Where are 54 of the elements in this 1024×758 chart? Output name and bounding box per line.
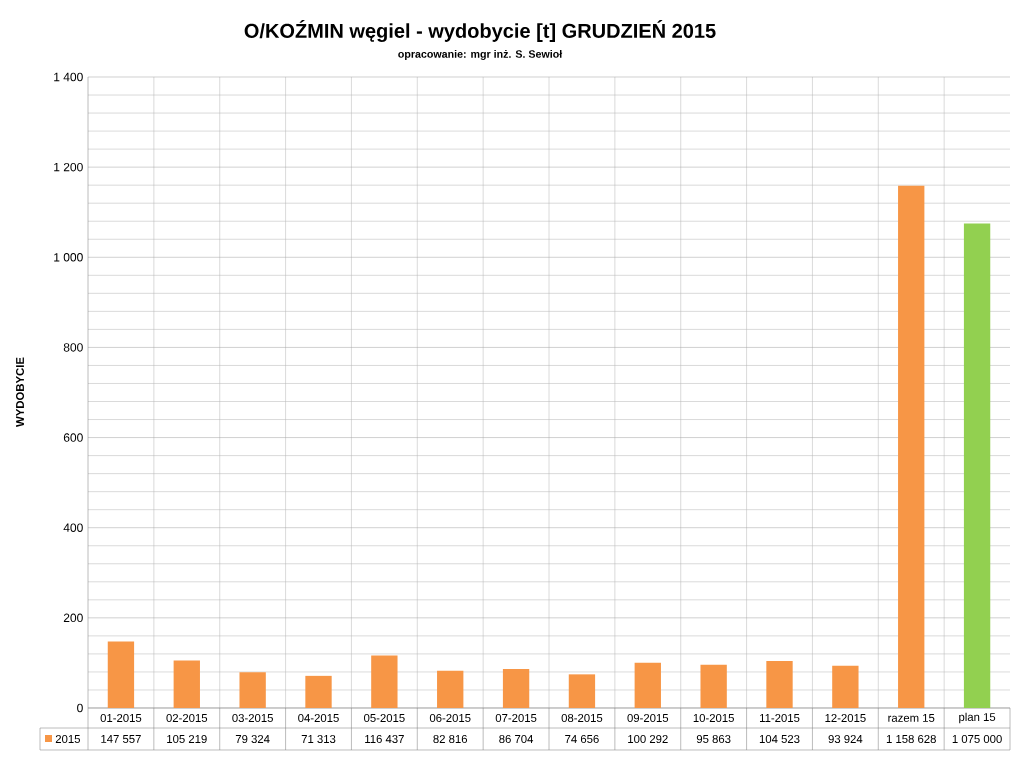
text: 71 313: [301, 735, 336, 744]
bar: [898, 185, 925, 708]
x-tick-label: 08-2015: [561, 714, 603, 723]
text: 116 437: [365, 735, 404, 744]
chart-title: O/KOŹMIN węgiel - wydobycie [t] GRUDZIEŃ 2015: [244, 20, 716, 42]
bar: [173, 660, 200, 708]
text: 1 075 000: [952, 735, 1002, 744]
text: 86 704: [499, 735, 534, 744]
text: 105 219: [167, 735, 207, 744]
y-axis-title: WYDOBYCIE: [16, 357, 25, 427]
text: 104 523: [759, 735, 800, 744]
bar: [832, 665, 859, 708]
y-tick-label: 200: [63, 613, 83, 623]
y-tick-label: 1 000: [54, 253, 83, 262]
x-tick-label: plan 15: [959, 712, 996, 724]
x-tick-label: 04-2015: [298, 714, 339, 723]
x-tick-label: 10-2015: [693, 714, 734, 723]
y-tick-label: 0: [77, 703, 83, 713]
x-tick-label: 12-2015: [825, 714, 866, 723]
text: 100 292: [628, 735, 668, 744]
y-tick-label: 800: [63, 343, 83, 352]
bar: [107, 641, 135, 708]
bar: [239, 672, 266, 708]
bar: [634, 662, 661, 708]
bar: [305, 675, 332, 708]
text: 95 863: [696, 735, 731, 744]
x-tick-label: 09-2015: [627, 714, 669, 723]
text: 82 816: [433, 735, 468, 744]
bar: [963, 223, 991, 708]
y-tick-label: 1 200: [54, 162, 83, 172]
bar: [371, 655, 398, 708]
x-tick-label: 11-2015: [759, 714, 800, 723]
text: 79 324: [235, 735, 270, 744]
x-tick-label: 02-2015: [166, 714, 208, 723]
x-tick-label: 01-2015: [100, 714, 142, 723]
x-tick-label: 05-2015: [364, 714, 405, 723]
bar: [437, 670, 464, 708]
text: 74 656: [565, 735, 599, 744]
y-tick-label: 400: [63, 523, 83, 532]
y-tick-label: 1 400: [54, 72, 83, 82]
text: 93 924: [828, 735, 863, 744]
y-tick-label: 600: [63, 433, 83, 442]
x-tick-label: 07-2015: [495, 714, 537, 723]
bar: [766, 660, 793, 708]
text: 1 158 628: [886, 735, 936, 744]
bar: [700, 664, 727, 708]
text: 147 557: [101, 735, 141, 743]
bar: [568, 674, 596, 708]
chart-subtitle: opracowanie: mgr inż. S. Sewioł: [398, 49, 563, 60]
bar: [502, 668, 530, 708]
x-tick-label: 06-2015: [429, 714, 471, 723]
x-tick-label: 03-2015: [232, 714, 273, 723]
text: 2015: [55, 735, 81, 744]
x-tick-label: razem 15: [888, 714, 935, 722]
